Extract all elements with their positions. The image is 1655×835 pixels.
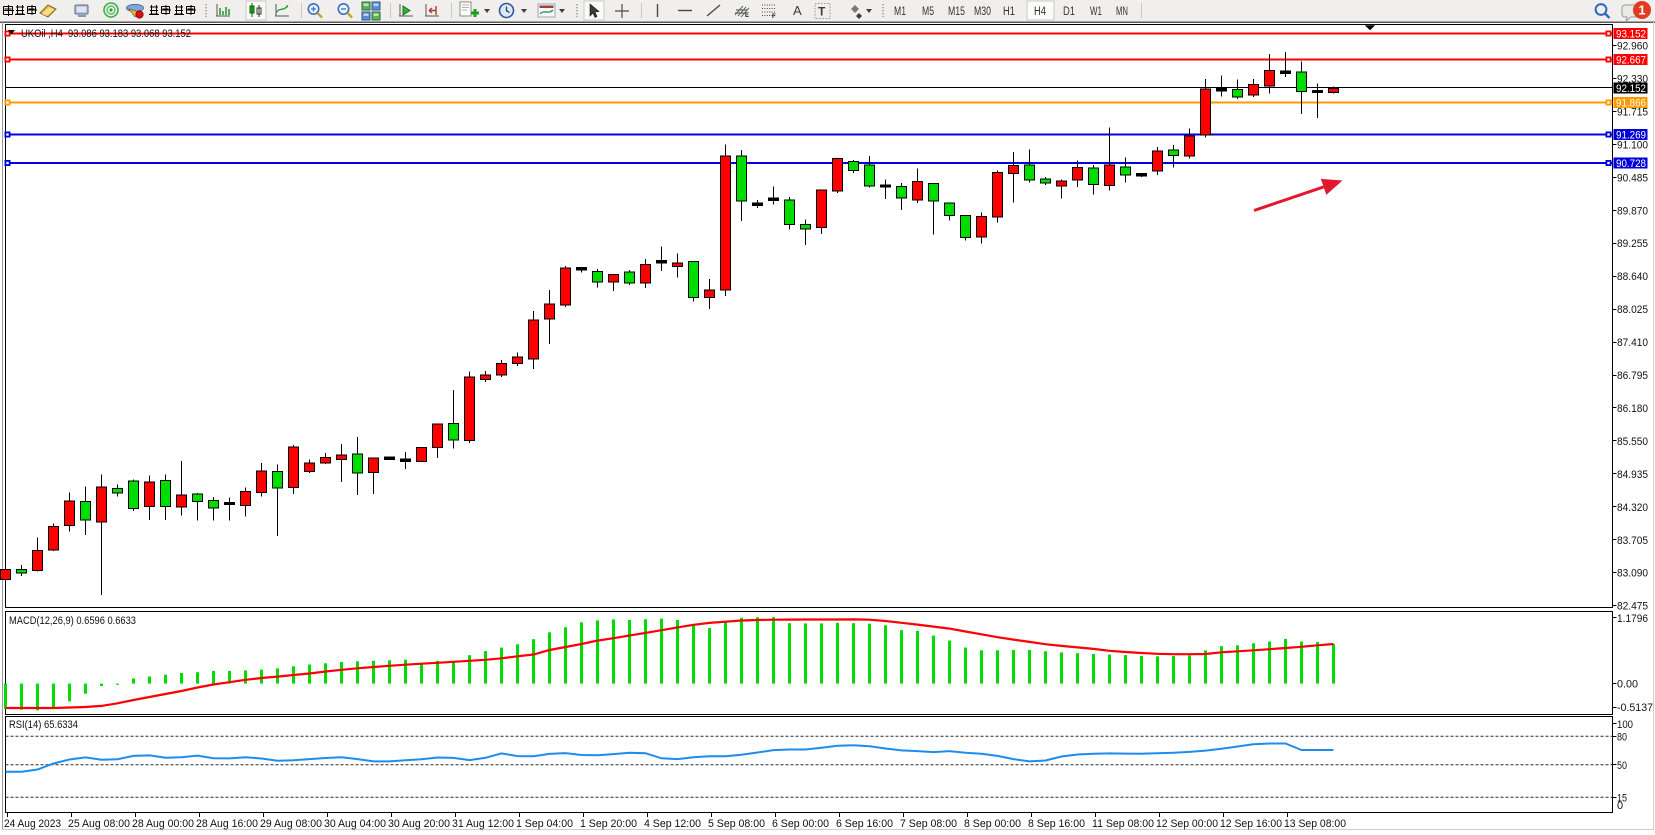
svg-text:82.475: 82.475 <box>1617 601 1648 613</box>
svg-text:RSI(14) 65.6334: RSI(14) 65.6334 <box>9 719 78 731</box>
svg-text:A: A <box>793 3 802 18</box>
svg-text:90.485: 90.485 <box>1617 172 1648 184</box>
svg-text:1 Sep 20:00: 1 Sep 20:00 <box>580 818 637 830</box>
svg-text:91.269: 91.269 <box>1616 130 1646 142</box>
svg-text:MACD(12,26,9) 0.6596 0.6633: MACD(12,26,9) 0.6596 0.6633 <box>9 615 136 627</box>
svg-text:91.866: 91.866 <box>1616 98 1646 110</box>
svg-text:89.870: 89.870 <box>1617 205 1648 217</box>
svg-text:M1: M1 <box>894 6 906 18</box>
svg-text:12 Sep 00:00: 12 Sep 00:00 <box>1156 818 1218 830</box>
svg-text:24 Aug 2023: 24 Aug 2023 <box>4 818 61 830</box>
svg-text:E: E <box>745 13 749 19</box>
svg-text:92.152: 92.152 <box>1616 83 1646 95</box>
svg-text:1: 1 <box>1638 3 1645 18</box>
svg-text:0.00: 0.00 <box>1617 679 1638 691</box>
svg-text:88.025: 88.025 <box>1617 304 1648 316</box>
svg-text:6 Sep 16:00: 6 Sep 16:00 <box>836 818 893 830</box>
svg-text:88.640: 88.640 <box>1617 271 1648 283</box>
svg-text:83.705: 83.705 <box>1617 535 1648 547</box>
svg-text:11 Sep 08:00: 11 Sep 08:00 <box>1092 818 1154 830</box>
svg-text:28 Aug 16:00: 28 Aug 16:00 <box>196 818 258 830</box>
svg-text:87.410: 87.410 <box>1617 337 1648 349</box>
svg-text:86.795: 86.795 <box>1617 370 1648 382</box>
svg-text:100: 100 <box>1617 719 1633 731</box>
svg-text:6 Sep 00:00: 6 Sep 00:00 <box>772 818 829 830</box>
svg-text:15: 15 <box>1617 792 1627 804</box>
svg-text:91.100: 91.100 <box>1617 139 1648 151</box>
svg-text:30 Aug 20:00: 30 Aug 20:00 <box>388 818 450 830</box>
svg-text:92.667: 92.667 <box>1616 55 1646 67</box>
svg-text:D1: D1 <box>1063 6 1075 18</box>
svg-text:5 Sep 08:00: 5 Sep 08:00 <box>708 818 765 830</box>
svg-text:T: T <box>818 5 826 19</box>
svg-text:90.728: 90.728 <box>1616 158 1646 170</box>
svg-text:28 Aug 00:00: 28 Aug 00:00 <box>132 818 194 830</box>
svg-text:31 Aug 12:00: 31 Aug 12:00 <box>452 818 514 830</box>
svg-text:12 Sep 16:00: 12 Sep 16:00 <box>1220 818 1282 830</box>
svg-text:MN: MN <box>1116 6 1128 18</box>
svg-text:-0.5137: -0.5137 <box>1617 702 1653 714</box>
svg-text:W1: W1 <box>1090 6 1102 18</box>
svg-text:92.330: 92.330 <box>1617 73 1648 85</box>
svg-text:UKOil ,H4 93.086 93.183 93.06: UKOil ,H4 93.086 93.183 93.068 93.152 <box>21 28 191 40</box>
svg-text:H1: H1 <box>1003 6 1015 18</box>
svg-text:86.180: 86.180 <box>1617 403 1648 415</box>
svg-text:0: 0 <box>1617 800 1623 812</box>
svg-text:29 Aug 08:00: 29 Aug 08:00 <box>260 818 322 830</box>
svg-text:25 Aug 08:00: 25 Aug 08:00 <box>68 818 130 830</box>
svg-text:M15: M15 <box>948 6 965 18</box>
svg-text:M30: M30 <box>974 6 991 18</box>
svg-text:93.152: 93.152 <box>1616 29 1646 41</box>
svg-text:80: 80 <box>1617 731 1627 743</box>
svg-text:83.090: 83.090 <box>1617 568 1648 580</box>
svg-text:91.715: 91.715 <box>1617 106 1648 118</box>
svg-text:M5: M5 <box>922 6 934 18</box>
svg-text:85.550: 85.550 <box>1617 436 1648 448</box>
svg-text:4 Sep 12:00: 4 Sep 12:00 <box>644 818 701 830</box>
svg-text:1.1796: 1.1796 <box>1617 613 1648 625</box>
svg-text:1 Sep 04:00: 1 Sep 04:00 <box>516 818 573 830</box>
svg-text:H4: H4 <box>1034 6 1046 18</box>
svg-text:89.255: 89.255 <box>1617 238 1648 250</box>
svg-text:F: F <box>772 14 776 20</box>
svg-text:8 Sep 16:00: 8 Sep 16:00 <box>1028 818 1085 830</box>
svg-text:30 Aug 04:00: 30 Aug 04:00 <box>324 818 386 830</box>
svg-text:8 Sep 00:00: 8 Sep 00:00 <box>964 818 1021 830</box>
svg-text:92.960: 92.960 <box>1617 41 1648 53</box>
svg-text:50: 50 <box>1617 760 1627 772</box>
svg-text:13 Sep 08:00: 13 Sep 08:00 <box>1284 818 1346 830</box>
svg-text:84.320: 84.320 <box>1617 502 1648 514</box>
svg-text:7 Sep 08:00: 7 Sep 08:00 <box>900 818 957 830</box>
svg-text:84.935: 84.935 <box>1617 469 1648 481</box>
